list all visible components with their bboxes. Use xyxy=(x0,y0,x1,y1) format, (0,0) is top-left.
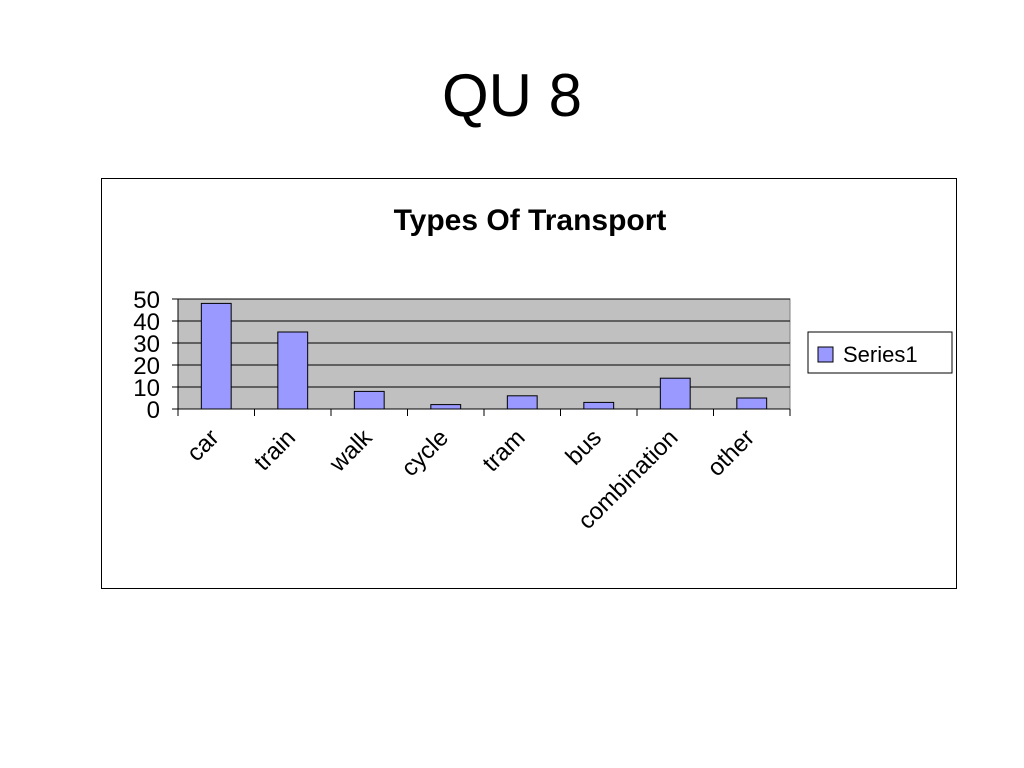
legend: Series1 xyxy=(807,331,953,374)
plot-area xyxy=(177,298,791,410)
bar-other xyxy=(736,397,768,410)
legend-label: Series1 xyxy=(843,342,918,367)
legend-swatch xyxy=(817,346,834,363)
x-tick-label: train xyxy=(249,424,301,476)
y-tick-label: 50 xyxy=(133,287,160,314)
chart-title: Types Of Transport xyxy=(394,204,667,237)
bar-combination xyxy=(659,377,691,410)
y-tick-label: 40 xyxy=(133,309,160,336)
y-tick-label: 30 xyxy=(133,331,160,358)
x-tick-label: walk xyxy=(324,423,378,477)
bar-cycle xyxy=(430,404,462,410)
bar-walk xyxy=(353,390,385,410)
y-tick-label: 10 xyxy=(133,375,160,402)
x-tick-label: tram xyxy=(477,424,530,477)
bar-train xyxy=(277,331,309,410)
chart-frame: Types Of Transport 0 10 20 30 40 50 car train w… xyxy=(101,178,957,589)
bar-tram xyxy=(506,395,538,410)
bar-bus xyxy=(583,401,615,410)
y-tick-label: 20 xyxy=(133,353,160,380)
slide-title: QU 8 xyxy=(441,62,583,129)
y-tick-label: 0 xyxy=(147,397,160,424)
bar-car xyxy=(200,302,232,410)
x-tick-label: cycle xyxy=(396,424,454,482)
x-tick-label: bus xyxy=(561,424,607,470)
x-tick-label: other xyxy=(702,424,760,482)
x-tick-label: car xyxy=(182,424,225,467)
